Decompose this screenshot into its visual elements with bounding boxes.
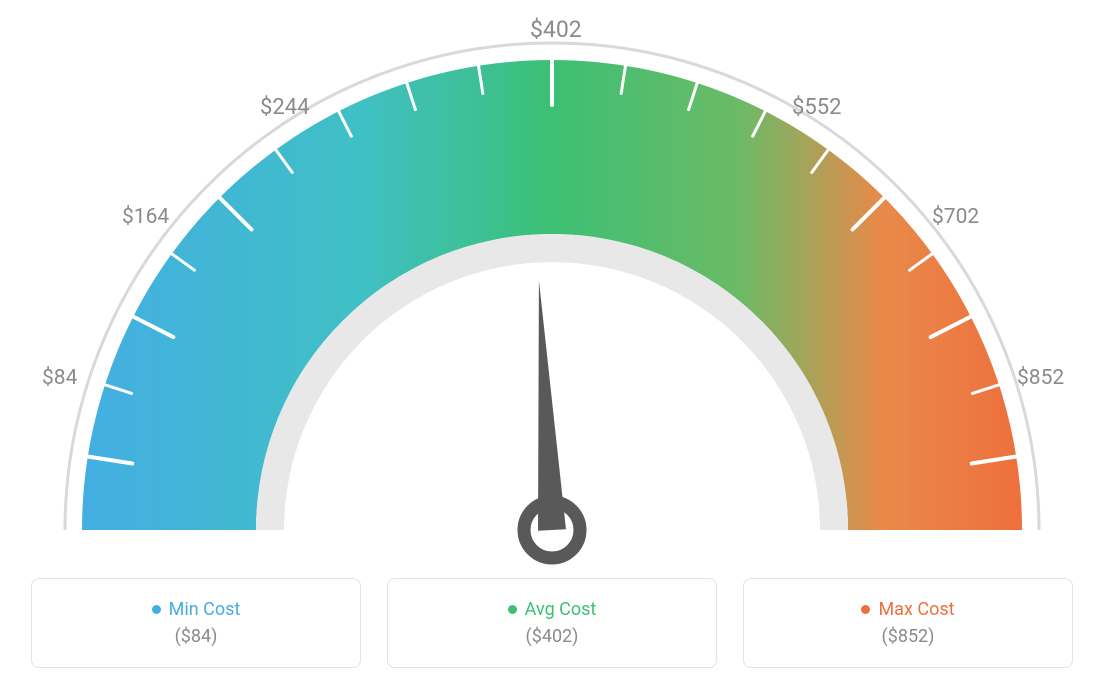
gauge-svg <box>22 10 1082 570</box>
max-dot-icon <box>861 605 870 614</box>
max-cost-card: Max Cost ($852) <box>743 578 1073 668</box>
max-cost-label: Max Cost <box>878 599 954 620</box>
avg-cost-label: Avg Cost <box>525 599 597 620</box>
max-cost-value: ($852) <box>882 626 935 647</box>
gauge-tick-label: $552 <box>792 95 841 120</box>
min-cost-value: ($84) <box>175 626 218 647</box>
gauge-tick-label: $244 <box>260 95 309 120</box>
gauge-tick-label: $402 <box>530 16 582 43</box>
min-dot-icon <box>152 605 161 614</box>
cost-gauge: $84 $164 $244 $402 $552 $702 $852 <box>22 10 1082 570</box>
gauge-tick-label: $702 <box>932 205 979 229</box>
min-cost-card: Min Cost ($84) <box>31 578 361 668</box>
gauge-tick-label: $164 <box>122 205 169 229</box>
gauge-tick-label: $852 <box>1017 366 1064 390</box>
min-cost-label: Min Cost <box>169 599 241 620</box>
cost-summary-cards: Min Cost ($84) Avg Cost ($402) Max Cost … <box>0 578 1104 668</box>
avg-cost-card: Avg Cost ($402) <box>387 578 717 668</box>
gauge-tick-label: $84 <box>42 366 77 390</box>
avg-dot-icon <box>508 605 517 614</box>
avg-cost-value: ($402) <box>526 626 579 647</box>
